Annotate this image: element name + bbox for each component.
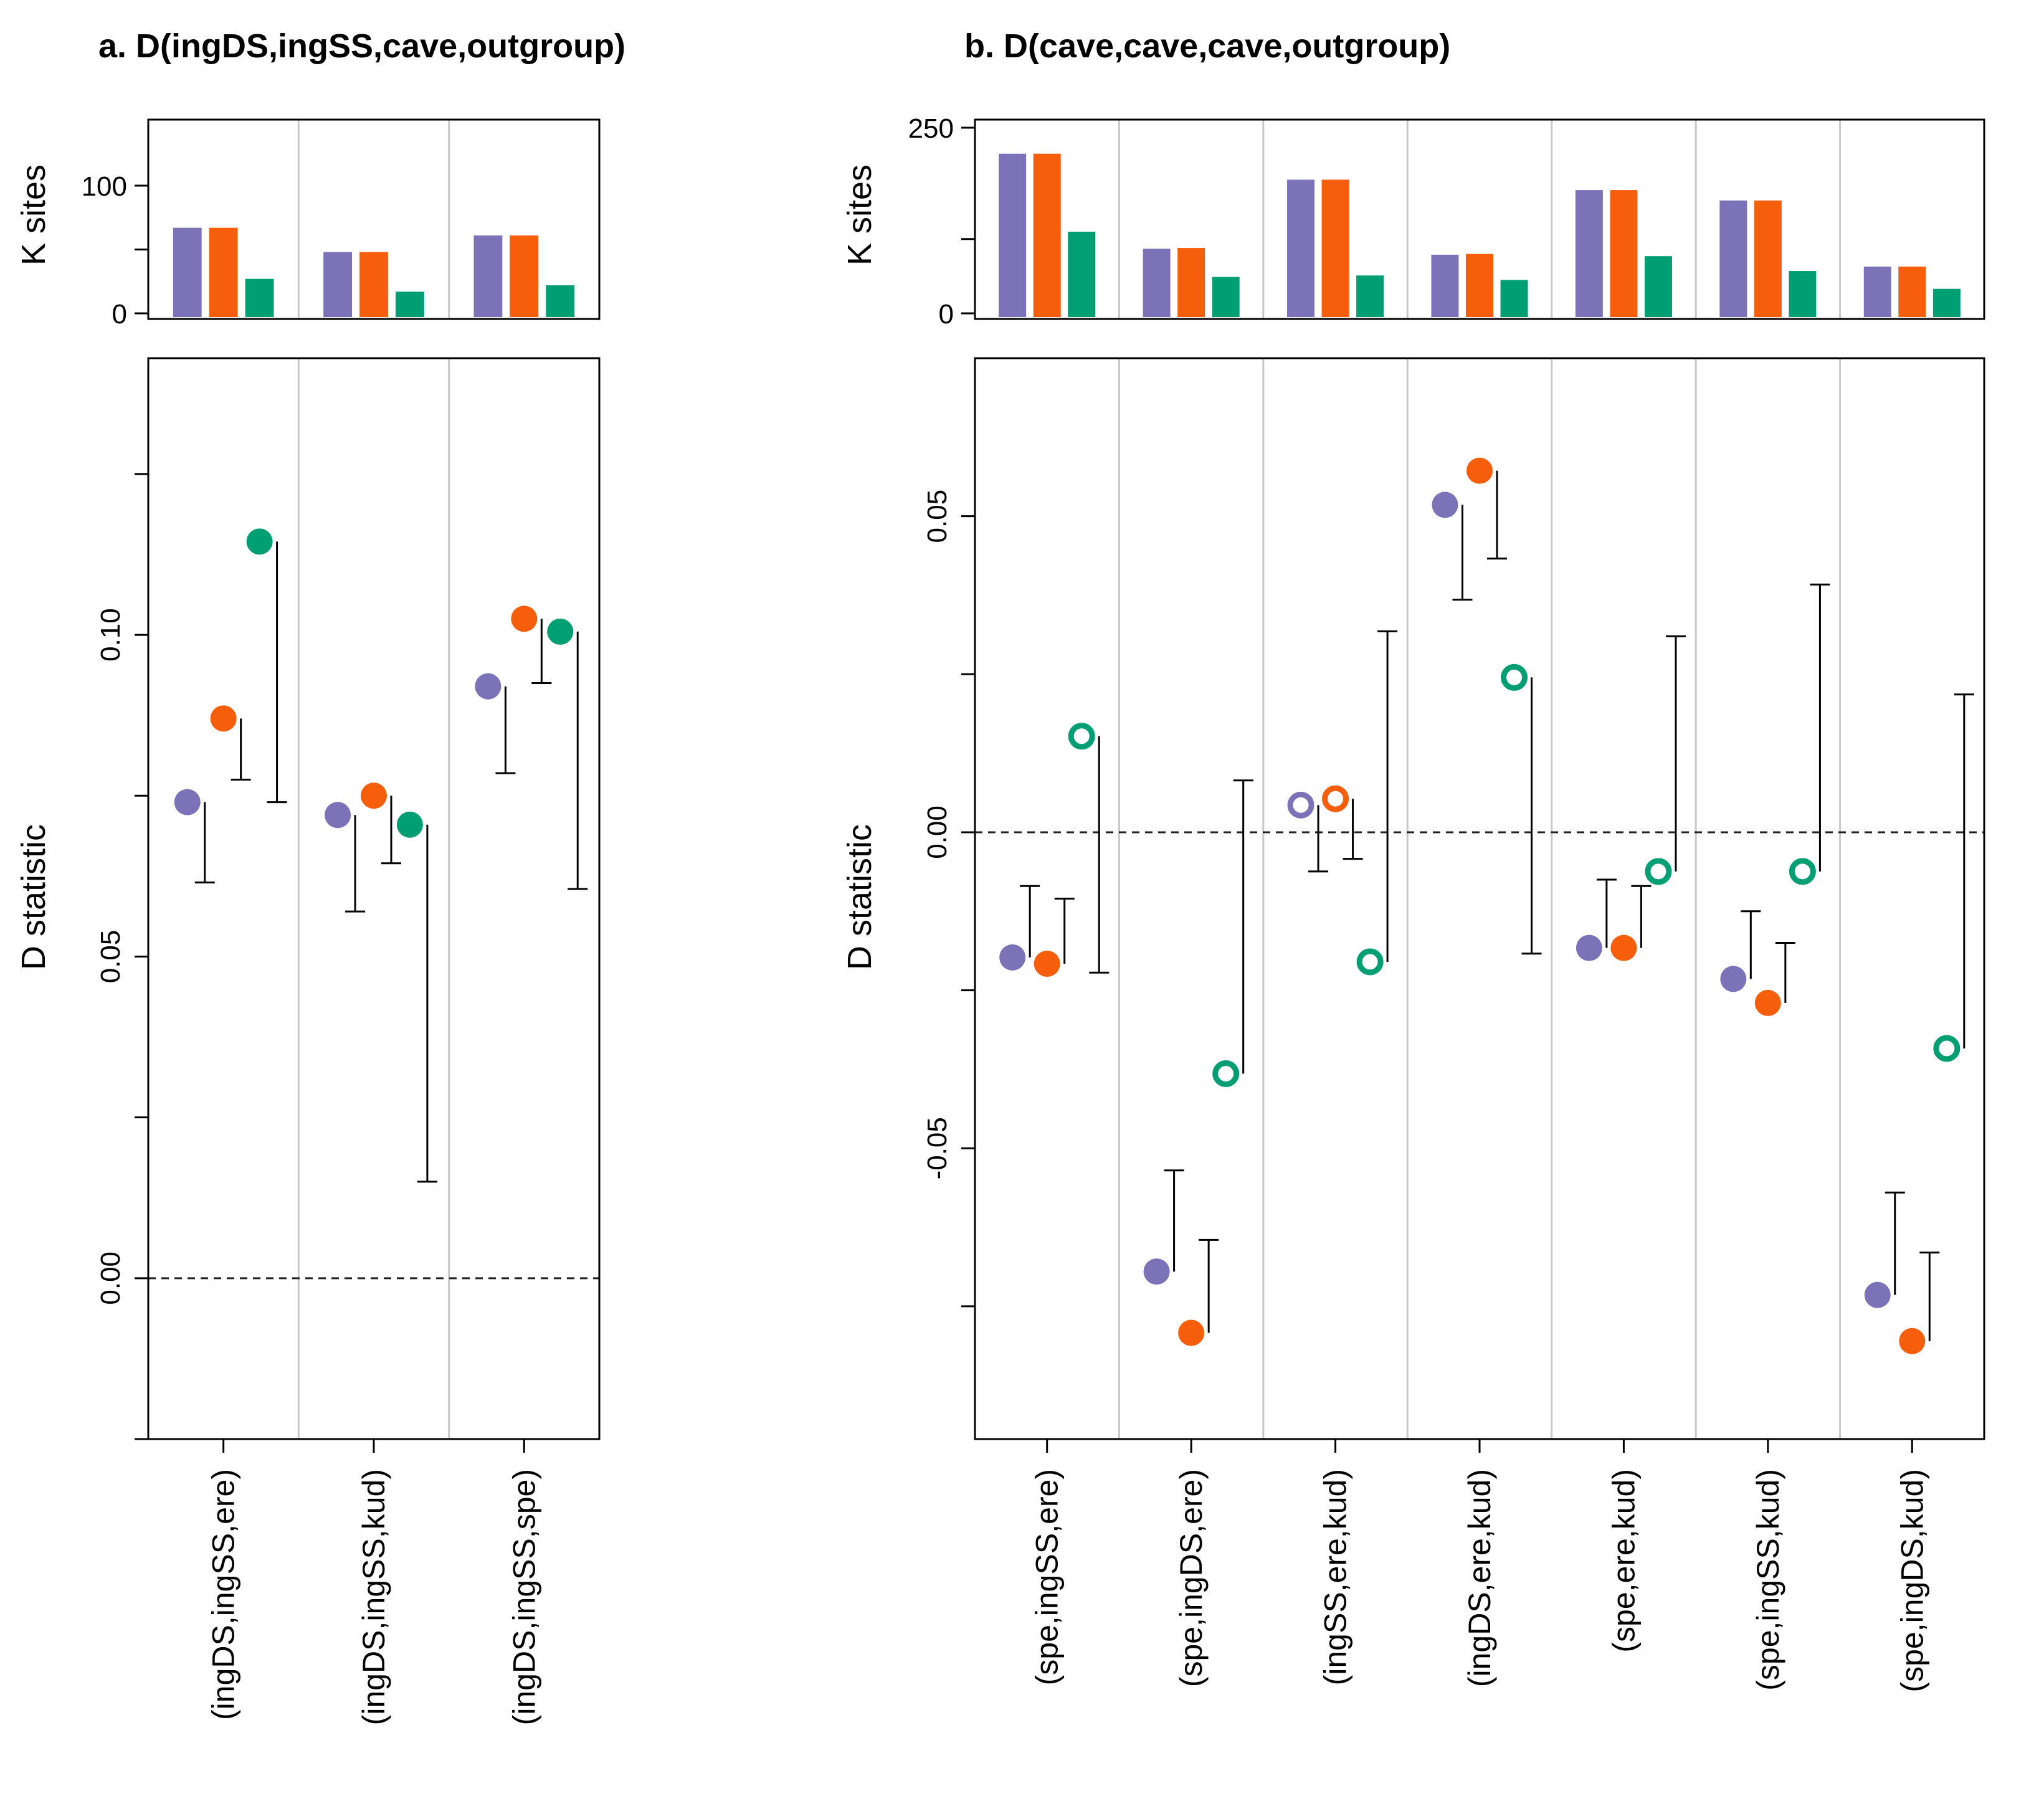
panel-a-category-label: (ingDS,ingSS,spe) <box>506 1469 541 1725</box>
panel-b: 0 250 -0.05 0.00 0.05 (spe,ingSS,ere) (spe,ing… <box>908 113 1985 1693</box>
panel-b-bar-purple <box>1287 179 1315 317</box>
panel-b-bar-green <box>1932 288 1961 317</box>
panel-b-bar-orange <box>1177 248 1205 317</box>
panel-b-bar-orange <box>1610 190 1638 317</box>
panel-b-bar-purple <box>999 153 1027 317</box>
panel-b-category-label: (spe,ingSS,kud) <box>1751 1469 1785 1691</box>
panel-b-bar-green <box>1356 275 1384 317</box>
panel-b-d-frame <box>974 357 1985 1440</box>
panel-b-point-purple <box>1576 934 1602 961</box>
panel-b-bar-green <box>1789 271 1817 317</box>
panel-a-point-purple <box>475 673 501 700</box>
panel-b-bar-green <box>1644 256 1672 317</box>
panel-b-bar-green <box>1500 280 1528 317</box>
panel-b-point-green-open <box>1645 858 1672 885</box>
panel-b-bar-orange <box>1033 153 1061 317</box>
panel-b-point-orange <box>1034 951 1060 977</box>
panel-a-point-orange <box>210 705 237 732</box>
panel-b-bar-orange <box>1321 179 1349 317</box>
panel-b-category-label: (ingSS,ere,kud) <box>1318 1469 1353 1685</box>
panel-a-bar-ylabel: K sites <box>15 164 52 265</box>
panel-b-point-purple <box>1720 966 1747 992</box>
panel-b-category-label: (spe,ingSS,ere) <box>1030 1469 1065 1685</box>
panel-b-title: b. D(cave,cave,cave,outgroup) <box>964 27 1450 65</box>
panel-a-point-orange <box>511 606 538 632</box>
panel-a-point-purple <box>325 802 351 829</box>
panel-a-bar-purple <box>323 252 353 317</box>
panel-b-bar-purple <box>1719 200 1747 317</box>
panel-a-bar-purple <box>173 227 202 317</box>
panel-b-d-tick-label: 0.05 <box>922 490 953 543</box>
panel-b-point-green-open <box>1068 723 1095 750</box>
panel-b-point-green-open <box>1356 948 1384 976</box>
panel-b-point-green-open <box>1789 858 1816 885</box>
panel-b-bar-ylabel: K sites <box>841 164 878 265</box>
panel-b-point-green-open <box>1933 1035 1961 1062</box>
panel-a-bar-green <box>245 278 274 317</box>
panel-b-point-orange <box>1754 989 1781 1016</box>
panel-b-bar-purple <box>1575 190 1603 317</box>
panel-b-category-label: (spe,ingDS,kud) <box>1894 1469 1929 1693</box>
panel-a-bar-orange <box>209 227 238 317</box>
panel-a-d-tick-label: 0.00 <box>95 1252 126 1305</box>
panel-b-bar-tick-label: 0 <box>939 299 954 330</box>
panel-b-bar-purple <box>1431 254 1459 317</box>
panel-b-point-orange <box>1466 457 1493 484</box>
panel-a-bar-green <box>546 285 575 317</box>
panel-a-bar-purple <box>473 235 503 317</box>
panel-b-category-label: (ingDS,ere,kud) <box>1462 1469 1497 1687</box>
panel-b-bar-orange <box>1466 254 1493 317</box>
panel-a-category-label: (ingDS,ingSS,kud) <box>356 1469 391 1725</box>
panel-b-bar-purple <box>1143 249 1171 317</box>
panel-b-point-orange <box>1610 934 1637 961</box>
panel-b-bar-frame <box>974 118 1985 320</box>
panel-a-bar-green <box>395 292 424 317</box>
panel-a-point-green <box>246 528 273 555</box>
panel-b-bar-green <box>1212 277 1240 317</box>
panel-a-point-green <box>396 811 423 838</box>
panel-b-d-ylabel: D statistic <box>841 824 878 970</box>
panel-a-title: a. D(ingDS,ingSS,cave,outgroup) <box>98 27 625 65</box>
panel-b-d-tick-label: 0.00 <box>922 805 953 859</box>
panel-a-category-label: (ingDS,ingSS,ere) <box>206 1469 241 1720</box>
panel-b-point-orange <box>1899 1328 1926 1354</box>
panel-a-bar-tick-label: 0 <box>112 299 127 330</box>
panel-b-bar-tick-label: 250 <box>908 113 954 144</box>
panel-b-point-green-open <box>1212 1060 1240 1088</box>
panel-b-d-tick-label: -0.05 <box>922 1117 953 1179</box>
panel-b-point-orange <box>1178 1319 1205 1346</box>
panel-b-point-orange-open <box>1322 785 1349 812</box>
panel-b-point-purple <box>999 944 1026 971</box>
panel-b-point-purple <box>1432 492 1458 518</box>
panel-b-bar-orange <box>1754 200 1782 317</box>
panel-a-bar-tick-label: 100 <box>82 171 127 202</box>
panel-a-d-ylabel: D statistic <box>15 824 52 970</box>
panel-a-d-tick-label: 0.05 <box>95 930 126 984</box>
panel-b-point-purple-open <box>1287 791 1314 819</box>
panel-a-point-green <box>547 618 574 645</box>
panel-b-category-label: (spe,ingDS,ere) <box>1174 1469 1209 1687</box>
panel-a-d-frame <box>147 357 601 1440</box>
panel-b-bar-purple <box>1863 266 1891 317</box>
panel-b-bar-orange <box>1898 266 1926 317</box>
panel-b-bar-green <box>1068 231 1096 317</box>
panel-b-point-green-open <box>1501 663 1528 691</box>
panel-a-bar-frame <box>147 118 601 320</box>
panel-a-bar-orange <box>359 252 388 317</box>
panel-b-category-label: (spe,ere,kud) <box>1606 1469 1641 1653</box>
panel-a-point-purple <box>174 789 201 815</box>
panel-a-point-orange <box>361 782 387 809</box>
panel-a-d-tick-label: 0.10 <box>95 608 126 662</box>
panel-b-point-purple <box>1143 1258 1170 1285</box>
panel-b-point-purple <box>1864 1281 1891 1308</box>
panel-a: 0 100 0.00 0.05 0.10 (ingDS,ingSS,ere) (ingDS,… <box>82 118 601 1725</box>
panel-a-bar-orange <box>510 235 539 317</box>
